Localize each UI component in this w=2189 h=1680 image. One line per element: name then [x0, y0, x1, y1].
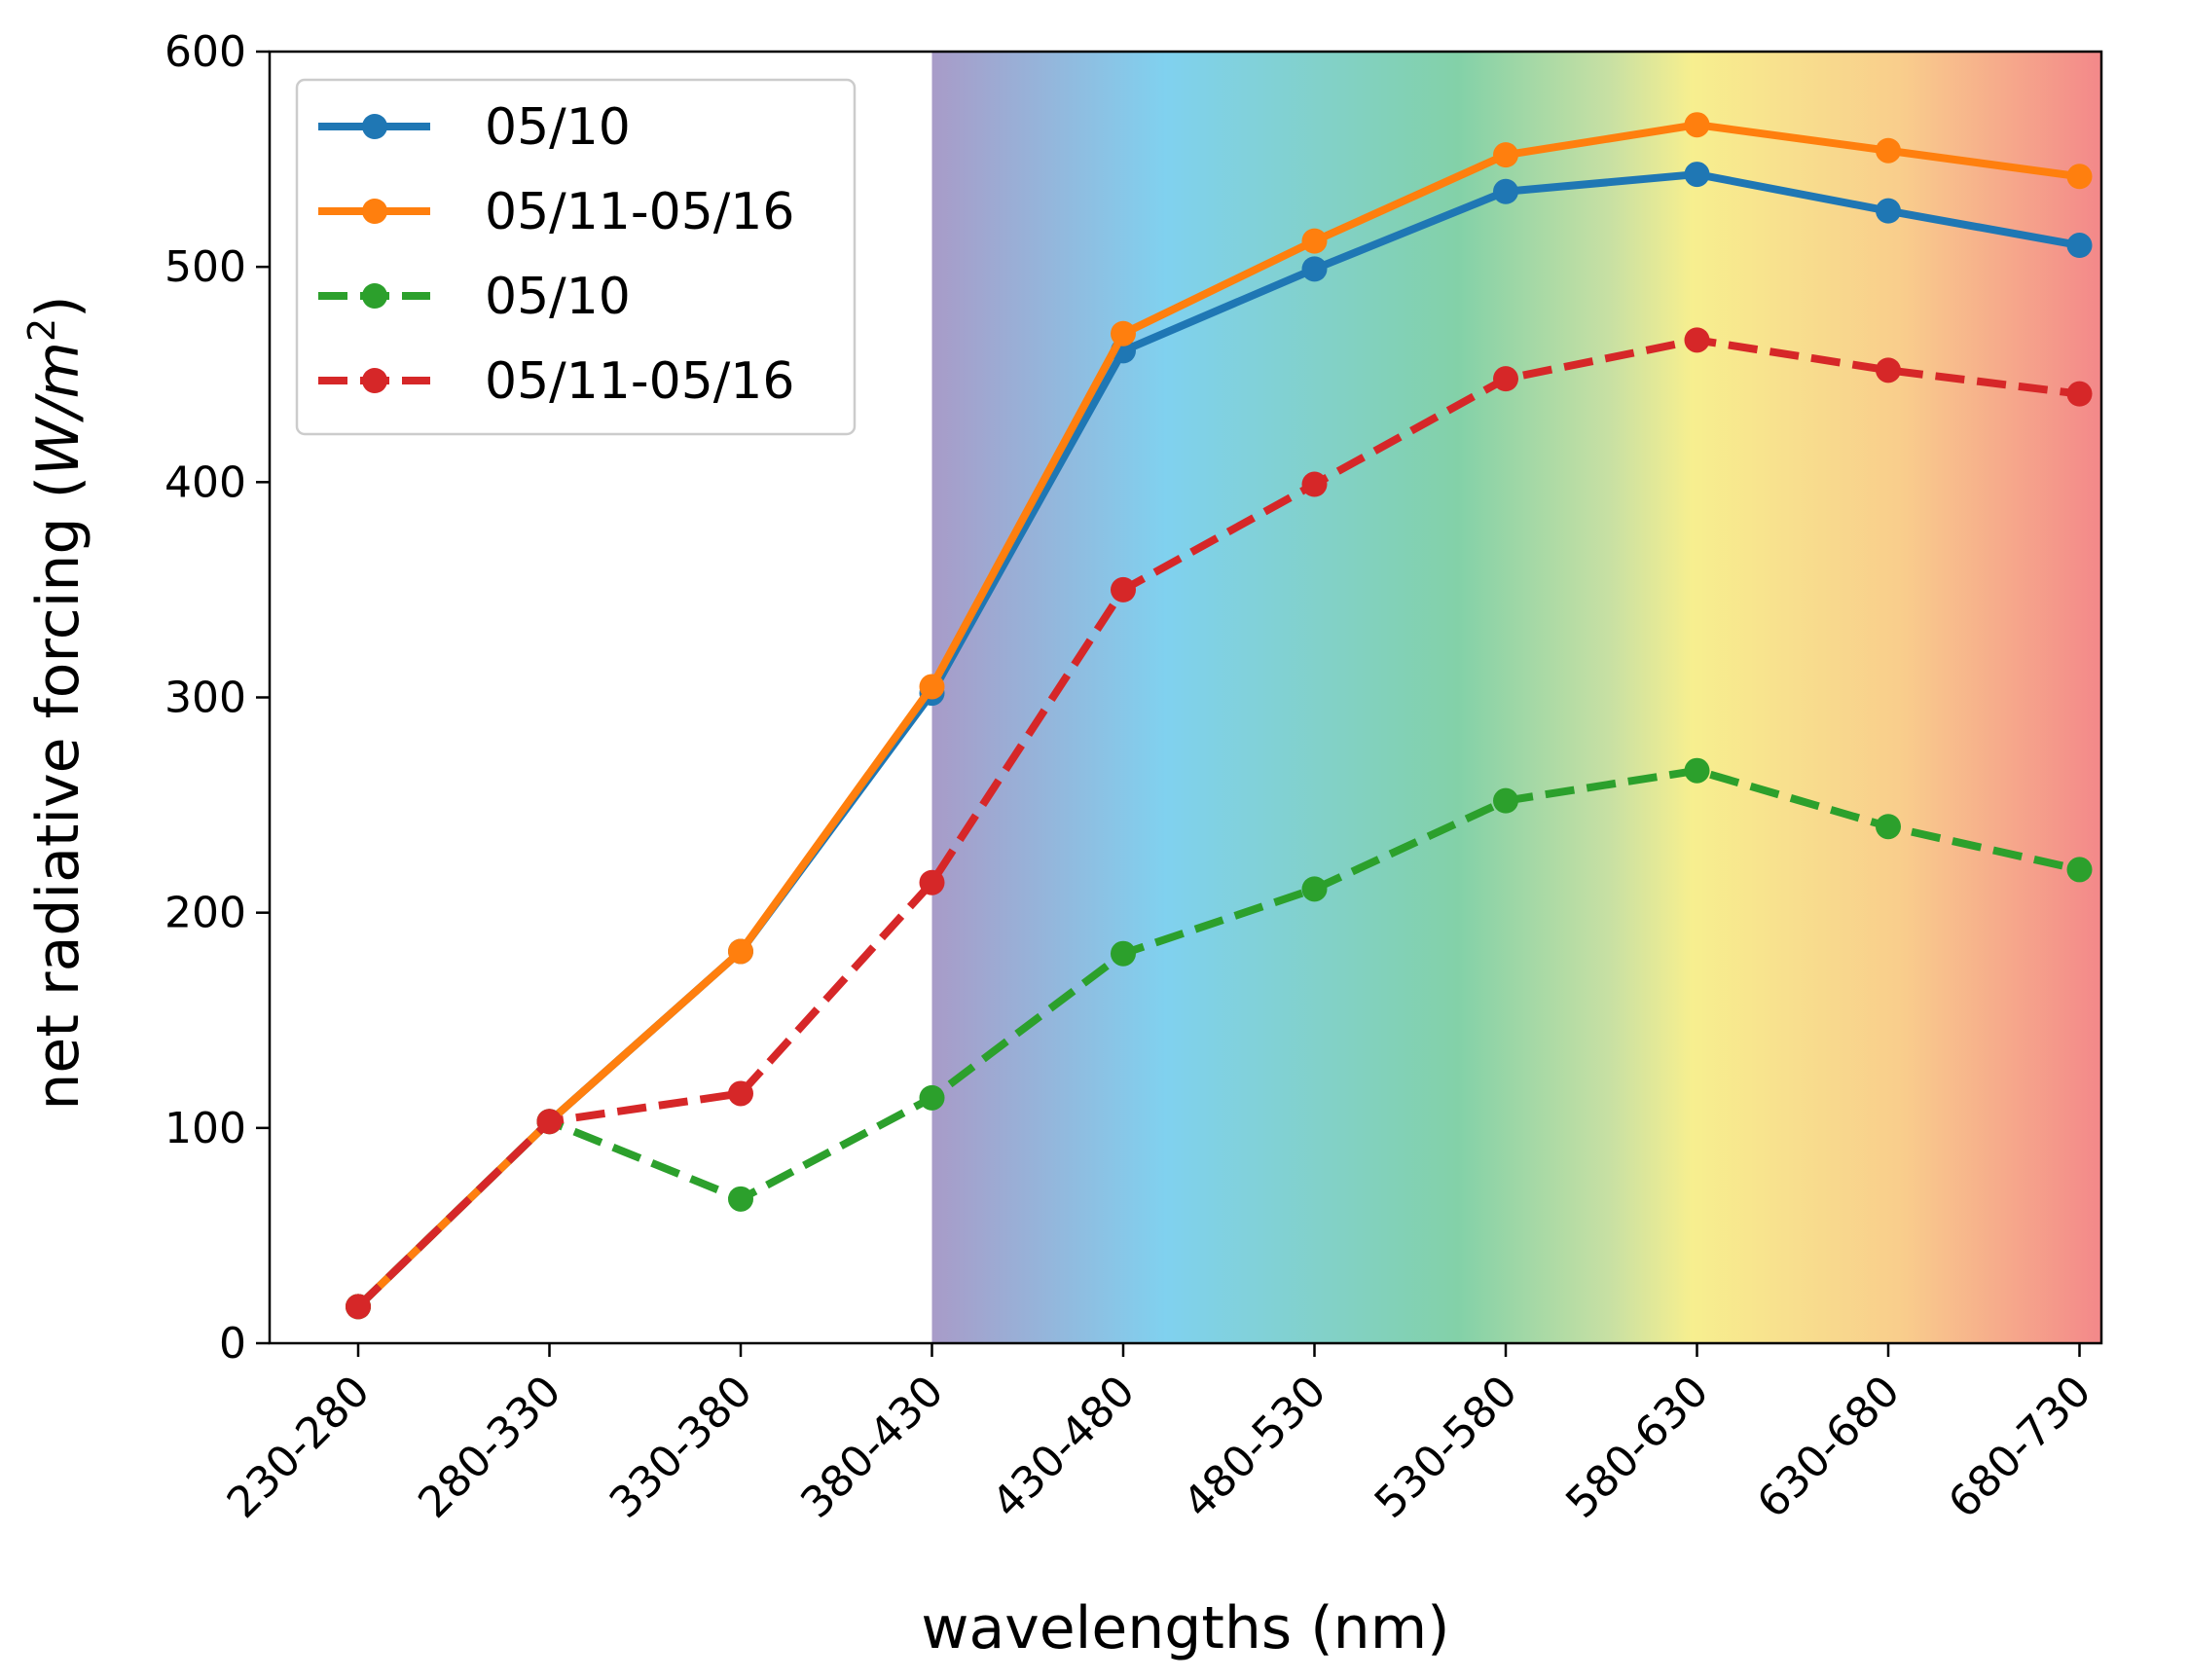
legend-entry: 05/10 — [318, 268, 631, 326]
legend-swatch-marker — [362, 199, 387, 224]
series-1-point — [2066, 233, 2093, 259]
y-axis-title: net radiative forcing (W/m2) — [20, 295, 92, 1110]
x-tick-label: 530-580 — [1366, 1367, 1527, 1528]
series-3-point — [1111, 940, 1136, 967]
series-2-point — [1684, 112, 1710, 138]
series-1-point — [1493, 178, 1518, 204]
y-tick-label: 100 — [164, 1104, 246, 1153]
y-tick-label: 500 — [164, 242, 246, 292]
x-tick-label: 630-680 — [1748, 1367, 1910, 1528]
series-4 — [346, 327, 2093, 1320]
series-2-point — [1493, 142, 1518, 168]
series-4-point — [2066, 381, 2093, 407]
visible-spectrum-band — [931, 52, 2101, 1343]
y-tick-label: 600 — [164, 27, 246, 77]
series-4-point — [1684, 327, 1710, 353]
series-2-point — [2066, 164, 2093, 190]
series-3-point — [919, 1084, 945, 1111]
series-4-point — [1876, 357, 1901, 383]
series-4-point — [1111, 576, 1136, 603]
y-tick-label: 0 — [219, 1319, 246, 1369]
x-tick-label: 430-480 — [983, 1367, 1145, 1528]
series-4-point — [919, 869, 945, 895]
legend-label: 05/10 — [485, 98, 631, 157]
y-axis-title-unit-m: m — [24, 342, 92, 398]
y-tick-label: 400 — [164, 457, 246, 507]
series-2-point — [919, 674, 945, 700]
series-2-point — [1301, 228, 1328, 254]
series-3-point — [728, 1186, 753, 1212]
y-axis-title-main: net radiative forcing ( — [24, 476, 92, 1111]
y-axis-title-unit-w: W — [24, 416, 92, 476]
legend-label: 05/11-05/16 — [485, 183, 794, 241]
y-tick-label: 300 — [164, 674, 246, 723]
legend-swatch-marker — [362, 283, 387, 309]
y-axis-title-close: ) — [24, 295, 92, 317]
series-3-line — [355, 766, 2081, 1310]
y-tick-label: 200 — [164, 889, 246, 938]
y-axis-title-unit-exp: 2 — [20, 318, 63, 342]
x-tick-label: 680-730 — [1939, 1367, 2100, 1528]
x-tick-label: 230-280 — [218, 1367, 380, 1528]
legend-entry: 05/11-05/16 — [318, 183, 794, 241]
legend: 05/10 05/11-05/16 05/10 05/11-05/16 — [295, 78, 857, 436]
series-2-point — [1876, 137, 1901, 164]
series-4-point — [346, 1294, 371, 1320]
x-tick-label: 280-330 — [409, 1367, 570, 1528]
series-4-point — [1493, 366, 1518, 392]
legend-swatch-marker — [362, 368, 387, 393]
x-tick-label: 330-380 — [601, 1367, 762, 1528]
series-4-point — [536, 1109, 563, 1135]
legend-label: 05/11-05/16 — [485, 352, 794, 411]
series-3-point — [1493, 787, 1518, 814]
legend-entry: 05/11-05/16 — [318, 352, 794, 411]
series-4-point — [1301, 471, 1328, 497]
legend-swatch-marker — [362, 114, 387, 139]
x-tick-label: 580-630 — [1556, 1367, 1718, 1528]
legend-entry: 05/10 — [318, 98, 631, 157]
series-3-point — [1301, 876, 1328, 902]
series-3-point — [1684, 757, 1710, 784]
series-1-point — [1684, 162, 1710, 188]
x-tick-label: 480-530 — [1174, 1367, 1335, 1528]
series-2-point — [1111, 320, 1136, 347]
series-1-point — [1301, 256, 1328, 282]
x-tick-label: 380-430 — [791, 1367, 953, 1528]
series-2-line — [355, 121, 2081, 1310]
series-1-point — [1876, 198, 1901, 224]
series-3-point — [2066, 857, 2093, 883]
series-2-point — [728, 938, 753, 965]
series-4-line — [355, 336, 2080, 1310]
series-3-point — [1876, 814, 1901, 840]
x-axis-title: wavelengths (nm) — [921, 1594, 1449, 1662]
legend-box — [295, 78, 857, 436]
series-4-point — [728, 1080, 753, 1107]
legend-label: 05/10 — [485, 268, 631, 326]
